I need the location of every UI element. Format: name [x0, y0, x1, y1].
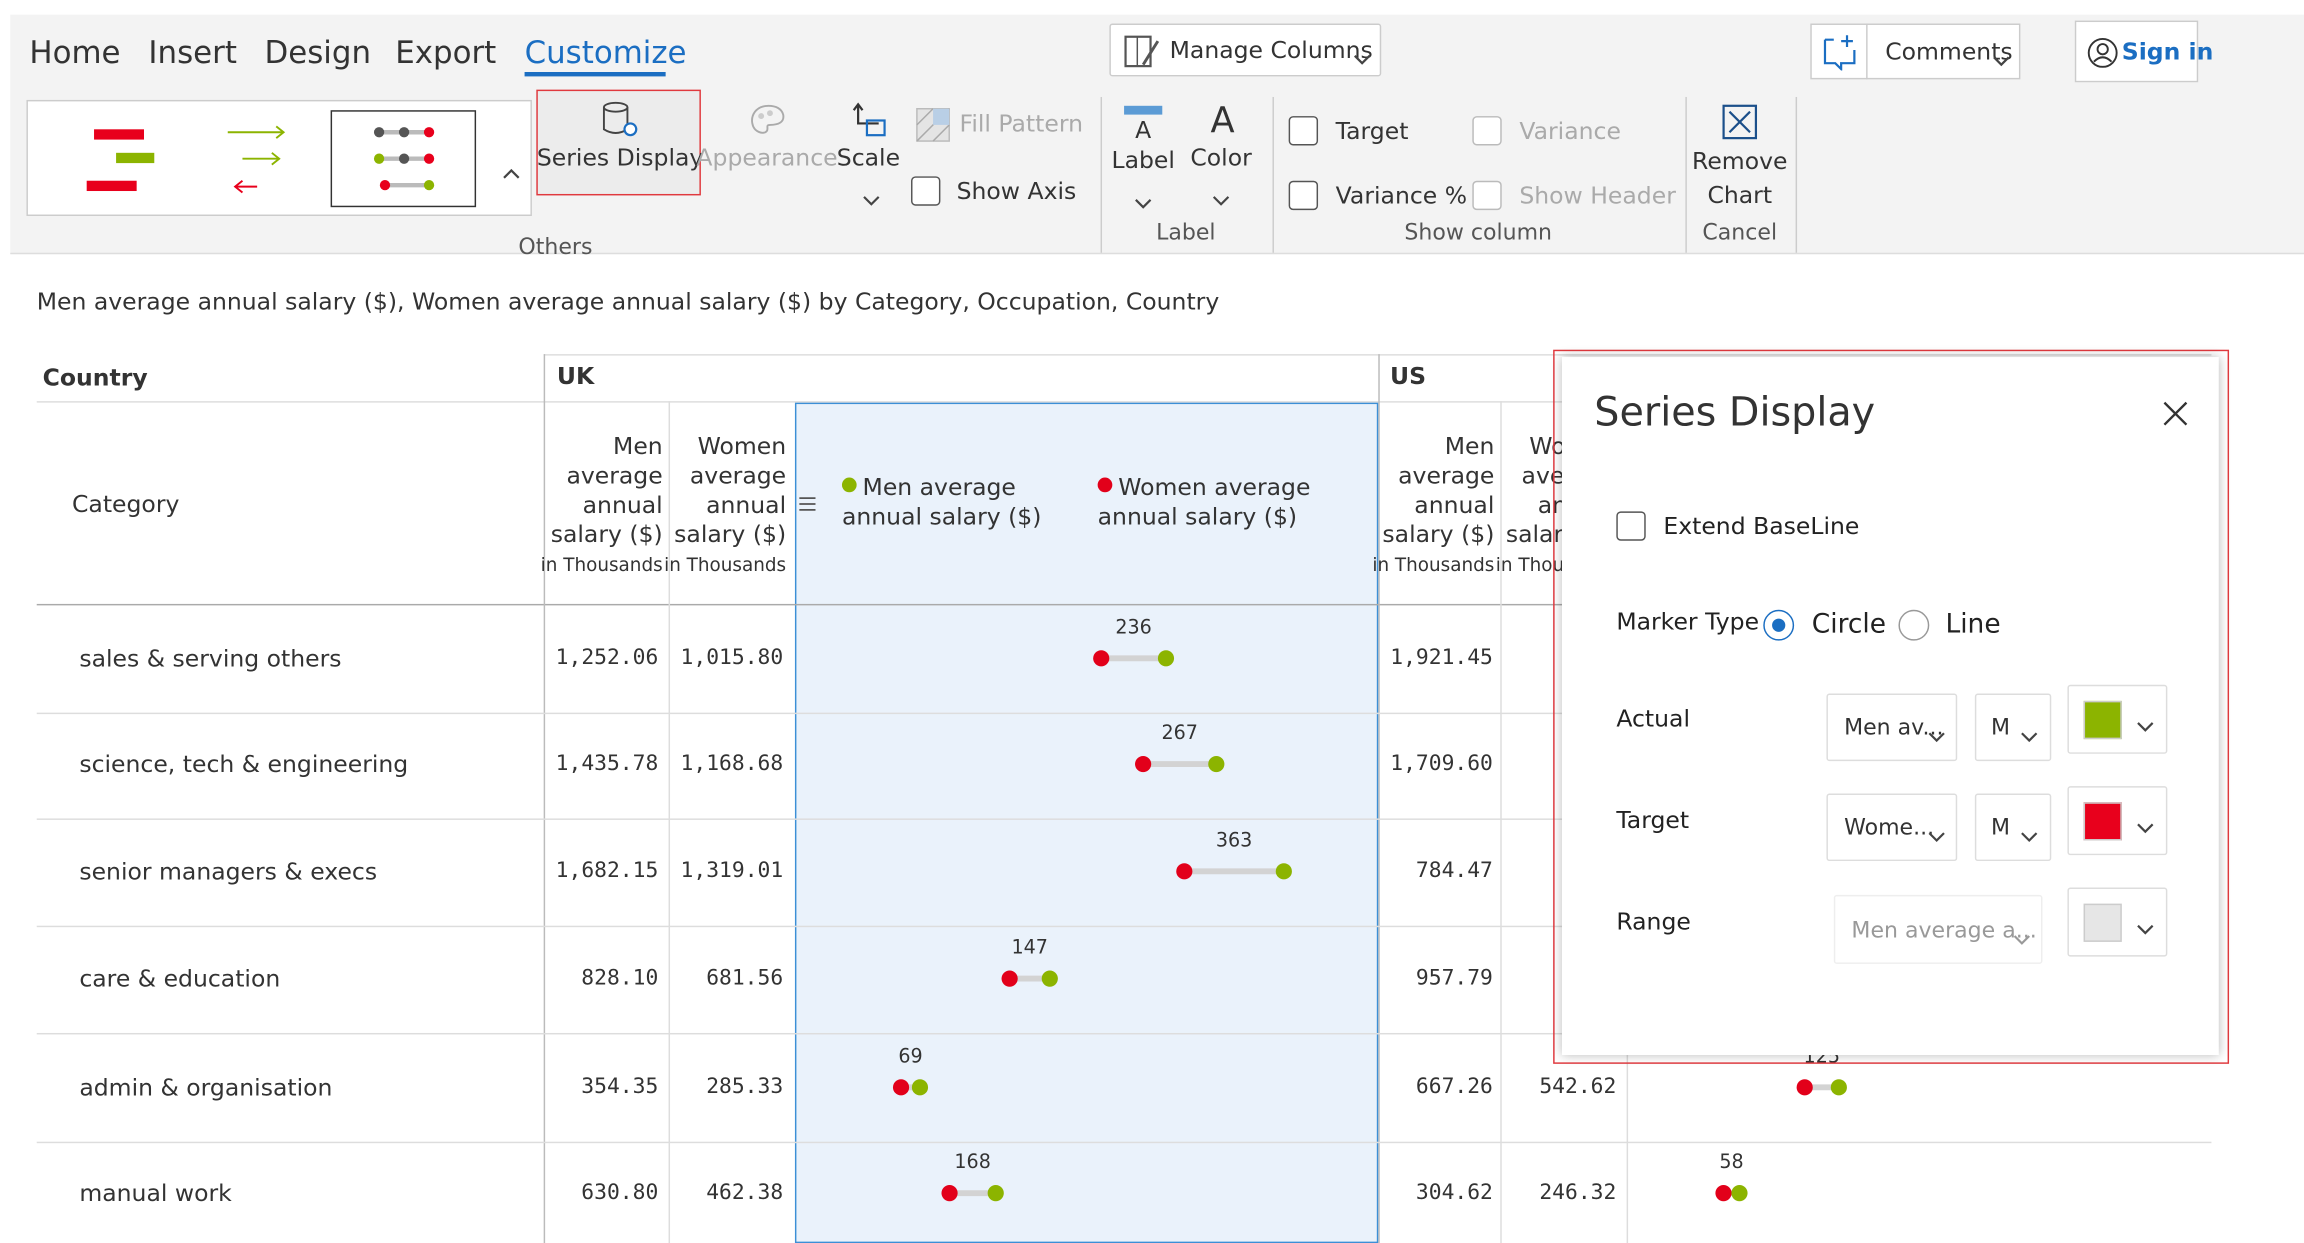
chevron-svg — [2136, 924, 2154, 936]
category-cell: senior managers & execs — [79, 857, 377, 885]
women-marker — [1176, 863, 1192, 879]
women-marker — [1715, 1185, 1731, 1201]
dropdown-text: Men average a... — [1851, 916, 2036, 942]
color-swatch — [2084, 802, 2122, 840]
chevron — [1928, 821, 1946, 833]
chevron-svg — [2136, 721, 2154, 733]
chevron-svg — [1928, 732, 1946, 744]
women-marker — [1797, 1079, 1813, 1095]
value-cell: 1,168.68 — [681, 752, 784, 776]
close-button[interactable] — [2163, 401, 2188, 426]
value-cell: 246.32 — [1539, 1181, 1616, 1205]
value-cell: 667.26 — [1416, 1076, 1493, 1100]
close-button-svg — [2163, 401, 2188, 426]
color-swatch — [2084, 700, 2122, 738]
chevron — [2020, 721, 2038, 733]
marker-dropdown[interactable] — [1975, 793, 2051, 861]
value-cell: 1,435.78 — [556, 752, 659, 776]
field-label: Range — [1616, 907, 1691, 935]
chevron — [2013, 924, 2031, 936]
value-cell: 285.33 — [706, 1076, 783, 1100]
women-marker — [1135, 756, 1151, 772]
value-cell: 957.79 — [1416, 967, 1493, 991]
chevron-svg — [2020, 832, 2038, 844]
radio-label: Circle — [1812, 609, 1886, 640]
women-marker — [941, 1185, 957, 1201]
men-marker — [1276, 863, 1292, 879]
category-cell: admin & organisation — [79, 1073, 332, 1101]
radio-label: Line — [1945, 609, 2000, 640]
dropdown-text: Wome... — [1844, 814, 1934, 840]
men-marker — [988, 1185, 1004, 1201]
difference-label: 58 — [1719, 1150, 1743, 1173]
men-marker — [1731, 1185, 1747, 1201]
value-cell: 1,015.80 — [681, 647, 784, 671]
difference-label: 236 — [1115, 615, 1151, 638]
chevron-svg — [2020, 732, 2038, 744]
chevron — [1928, 721, 1946, 733]
chevron-svg — [2136, 822, 2154, 834]
value-cell: 1,921.45 — [1390, 647, 1493, 671]
radio-button[interactable] — [1898, 610, 1929, 641]
checkbox[interactable] — [1616, 511, 1645, 540]
value-cell: 304.62 — [1416, 1181, 1493, 1205]
field-label: Target — [1616, 806, 1689, 834]
value-cell: 1,682.15 — [556, 860, 659, 884]
radio-dot — [1772, 619, 1785, 632]
category-cell: manual work — [79, 1179, 231, 1207]
chevron — [2136, 913, 2154, 925]
difference-label: 69 — [898, 1044, 922, 1067]
field-label: Actual — [1616, 705, 1690, 733]
women-marker — [1093, 650, 1109, 666]
dropdown-text: M — [1991, 814, 2010, 840]
men-marker — [1208, 756, 1224, 772]
men-marker — [1831, 1079, 1847, 1095]
difference-label: 168 — [954, 1150, 990, 1173]
category-cell: care & education — [79, 965, 280, 993]
value-cell: 462.38 — [706, 1181, 783, 1205]
label: Extend BaseLine — [1663, 512, 1859, 540]
dropdown-text: M — [1991, 714, 2010, 740]
value-cell: 1,252.06 — [556, 647, 659, 671]
value-cell: 630.80 — [581, 1181, 658, 1205]
difference-label: 147 — [1011, 936, 1047, 959]
chevron — [2136, 710, 2154, 722]
value-cell: 784.47 — [1416, 860, 1493, 884]
color-swatch — [2084, 903, 2122, 941]
chevron — [2020, 821, 2038, 833]
marker-dropdown[interactable] — [1975, 694, 2051, 762]
difference-label: 267 — [1161, 721, 1197, 744]
label: Marker Type — [1616, 608, 1759, 636]
row-line — [37, 1142, 2212, 1143]
chevron-svg — [2013, 934, 2031, 946]
difference-label: 363 — [1216, 828, 1252, 851]
category-cell: science, tech & engineering — [79, 750, 408, 778]
women-marker — [1002, 971, 1018, 987]
category-cell: sales & serving others — [79, 644, 341, 672]
chevron-svg — [1928, 832, 1946, 844]
men-marker — [1158, 650, 1174, 666]
value-cell: 1,319.01 — [681, 860, 784, 884]
men-marker — [912, 1079, 928, 1095]
chevron — [2136, 812, 2154, 824]
women-marker — [893, 1079, 909, 1095]
men-marker — [1042, 971, 1058, 987]
value-cell: 681.56 — [706, 967, 783, 991]
value-cell: 828.10 — [581, 967, 658, 991]
value-cell: 354.35 — [581, 1076, 658, 1100]
panel-title: Series Display — [1594, 390, 1875, 436]
value-cell: 1,709.60 — [1390, 752, 1493, 776]
value-cell: 542.62 — [1539, 1076, 1616, 1100]
